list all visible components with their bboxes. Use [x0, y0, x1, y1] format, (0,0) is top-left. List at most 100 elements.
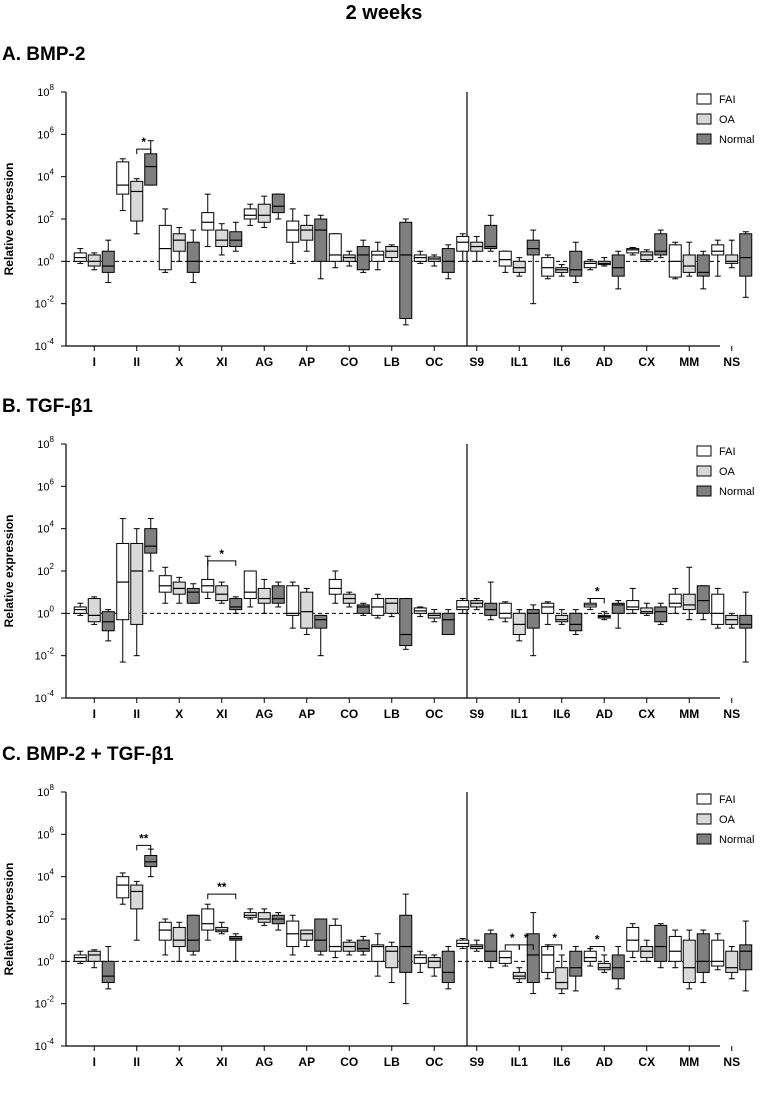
- legend-swatch-fai: [696, 93, 712, 105]
- box-oa-x: [172, 921, 186, 962]
- box-normal-ns: [739, 231, 753, 298]
- legend-swatch-oa: [696, 465, 712, 477]
- box-fai-il6: [541, 601, 555, 625]
- box-normal-ag: [271, 912, 285, 931]
- box: [569, 950, 583, 977]
- panel-b-chart: 10-4 10-2 100 102 104 106 108 Relative expressi…: [2, 435, 754, 721]
- box-oa-cx: [640, 939, 654, 962]
- box-oa-ag: [257, 195, 271, 228]
- legend-swatch-oa: [696, 813, 712, 825]
- box-fai-s9: [456, 937, 470, 950]
- box-oa-oc: [427, 954, 441, 977]
- box-fai-il1: [498, 250, 512, 273]
- box-fai-ag: [243, 570, 257, 608]
- box: [441, 950, 455, 984]
- box: [371, 944, 385, 962]
- y-axis-label: Relative expression: [2, 863, 16, 976]
- box: [286, 220, 300, 243]
- box-normal-x: [186, 583, 200, 604]
- box: [668, 593, 682, 608]
- box-normal-il1: [526, 912, 540, 995]
- box-oa-xi: [215, 223, 229, 256]
- y-tick-label: 106: [37, 477, 54, 493]
- box: [654, 924, 668, 962]
- box-fai-s9: [456, 233, 470, 262]
- box: [356, 604, 370, 614]
- x-tick-label: AP: [298, 355, 315, 369]
- significance-label: *: [524, 931, 529, 945]
- x-tick-label: II: [133, 1055, 140, 1069]
- box-oa-i: [87, 596, 101, 625]
- box-normal-i: [101, 239, 115, 283]
- y-tick-label: 108: [37, 83, 54, 99]
- box-normal-il6: [569, 241, 583, 283]
- box-fai-xi: [201, 555, 215, 600]
- box: [87, 254, 101, 267]
- x-tick-label: CX: [638, 1055, 655, 1069]
- x-tick-label: XI: [216, 1055, 227, 1069]
- box: [144, 153, 158, 186]
- box-oa-il6: [555, 264, 569, 277]
- panel-a-title: A. BMP-2: [2, 44, 86, 65]
- box: [172, 926, 186, 948]
- box-normal-ad: [611, 250, 625, 290]
- x-tick-label: IL6: [553, 707, 571, 721]
- box: [130, 884, 144, 910]
- box: [682, 939, 696, 984]
- box: [172, 233, 186, 252]
- box-fai-ag: [243, 908, 257, 920]
- y-tick-label: 102: [37, 910, 54, 926]
- y-axis-label: Relative expression: [2, 515, 16, 628]
- box-fai-oc: [413, 606, 427, 618]
- box: [569, 612, 583, 632]
- box-oa-co: [342, 250, 356, 267]
- box-normal-ap: [314, 614, 328, 657]
- box-fai-ns: [711, 933, 725, 971]
- x-tick-label: II: [133, 707, 140, 721]
- significance-label: *: [595, 585, 600, 599]
- box: [229, 231, 243, 248]
- x-tick-label: AD: [596, 1055, 614, 1069]
- legend-label-normal: Normal: [719, 834, 754, 846]
- x-tick-label: S9: [469, 355, 484, 369]
- box: [201, 212, 215, 231]
- box: [626, 248, 640, 254]
- box: [229, 598, 243, 611]
- box: [356, 246, 370, 271]
- box-fai-xi: [201, 903, 215, 941]
- box: [456, 235, 470, 252]
- box-oa-xi: [215, 581, 229, 604]
- box-oa-il6: [555, 609, 569, 625]
- box-normal-co: [356, 935, 370, 956]
- y-tick-label: 10-2: [35, 295, 55, 311]
- box-normal-oc: [441, 244, 455, 280]
- x-tick-label: LB: [384, 355, 400, 369]
- y-tick-label: 100: [37, 604, 54, 620]
- x-tick-label: NS: [723, 355, 740, 369]
- box: [739, 944, 753, 971]
- box-oa-ag: [257, 908, 271, 926]
- figure-title: 2 weeks: [345, 2, 423, 24]
- box-oa-ns: [725, 946, 739, 980]
- box-normal-ap: [314, 214, 328, 280]
- box-fai-mm: [668, 587, 682, 614]
- box: [555, 614, 569, 623]
- box-normal-co: [356, 602, 370, 616]
- box: [541, 257, 555, 277]
- box: [116, 876, 130, 899]
- box-fai-ap: [286, 581, 300, 629]
- box: [711, 939, 725, 967]
- significance-bracket: [136, 844, 152, 851]
- x-tick-label: IL6: [553, 1055, 571, 1069]
- box-normal-ag: [271, 581, 285, 608]
- box-oa-i: [87, 949, 101, 969]
- box-oa-x: [172, 226, 186, 262]
- box: [682, 593, 696, 611]
- box: [399, 914, 413, 973]
- box: [739, 614, 753, 629]
- box-oa-oc: [427, 609, 441, 623]
- box: [328, 578, 342, 595]
- box: [526, 239, 540, 256]
- box-fai-il6: [541, 944, 555, 980]
- panel-c-chart: 10-4 10-2 100 102 104 106 108 Relative expressi…: [2, 783, 754, 1069]
